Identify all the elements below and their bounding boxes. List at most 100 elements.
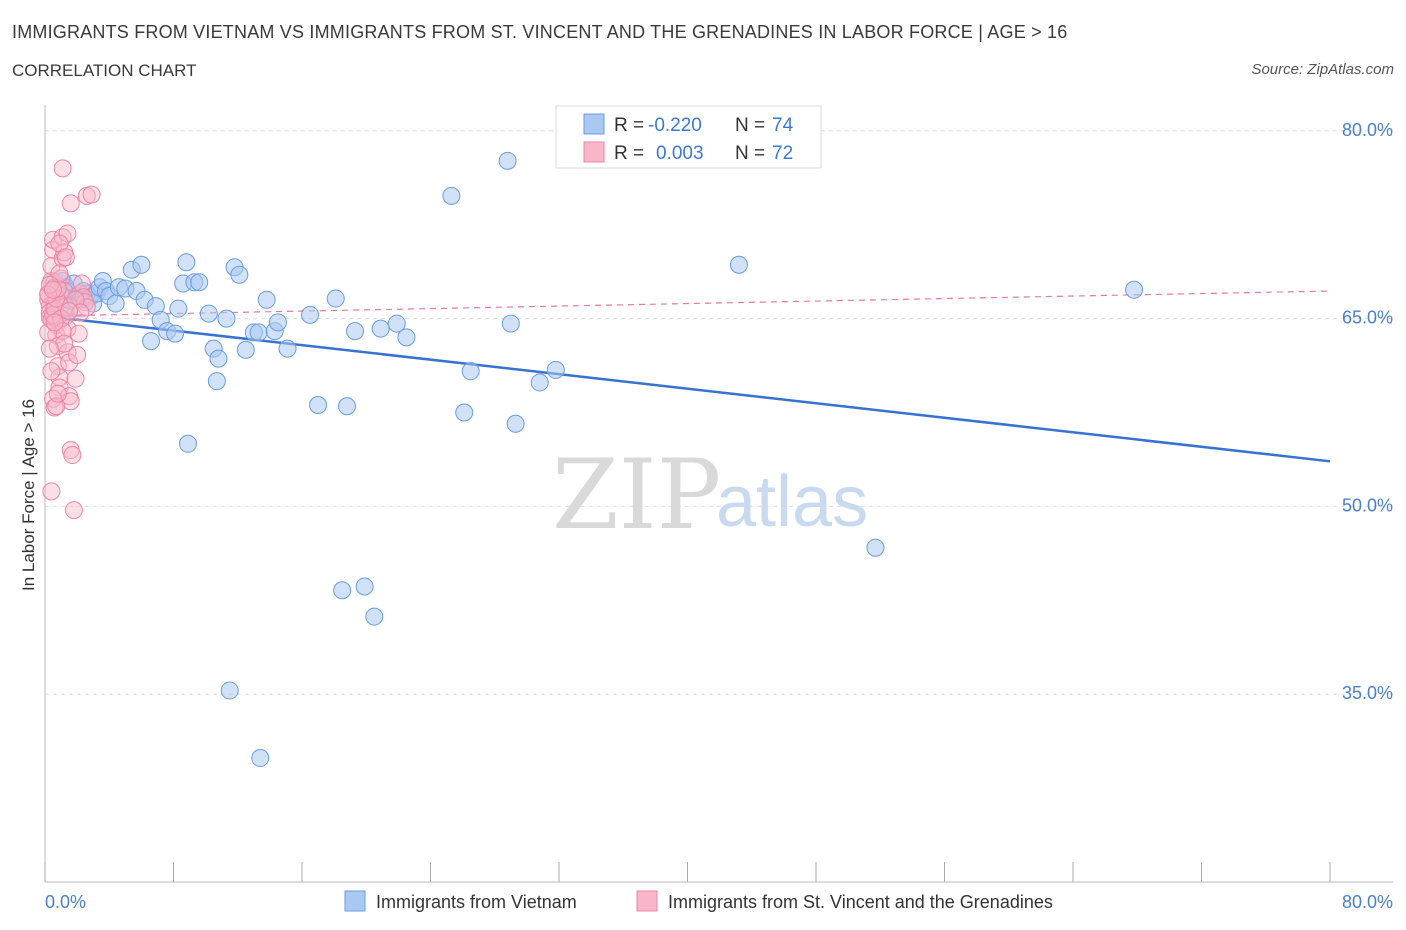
point-vietnam-45 — [249, 323, 268, 342]
point-st-vincent-68 — [40, 275, 59, 294]
point-vietnam-46 — [257, 290, 276, 309]
series-legend: Immigrants from Vietnam Immigrants from … — [344, 890, 1053, 912]
point-vietnam-49 — [278, 339, 297, 358]
legend-r-value-vietnam: -0.220 — [648, 115, 702, 136]
bottom-legend-swatch-vietnam — [344, 890, 366, 912]
point-vietnam-62 — [501, 314, 520, 333]
point-vietnam-42 — [230, 265, 249, 284]
point-vietnam-73 — [365, 607, 384, 626]
y-tick-label-3: 80.0% — [1342, 120, 1393, 140]
bottom-legend-label-vietnam: Immigrants from Vietnam — [376, 892, 577, 912]
source-credit: Source: ZipAtlas.com — [1251, 61, 1394, 78]
point-vietnam-34 — [177, 253, 196, 272]
point-st-vincent-33 — [68, 345, 87, 364]
point-st-vincent-51 — [40, 339, 59, 358]
point-vietnam-64 — [530, 373, 549, 392]
legend-swatch-st-vincent — [583, 141, 605, 163]
y-tick-label-0: 35.0% — [1342, 683, 1393, 703]
point-st-vincent-71 — [60, 302, 79, 321]
point-st-vincent-70 — [45, 313, 64, 332]
point-vietnam-67 — [866, 538, 885, 557]
legend-n-value-vietnam: 74 — [772, 115, 794, 136]
point-vietnam-53 — [337, 397, 356, 416]
watermark-zip: ZIP — [552, 439, 721, 551]
point-vietnam-36 — [190, 273, 209, 292]
point-vietnam-68 — [1125, 280, 1144, 299]
point-vietnam-25 — [132, 255, 151, 274]
point-st-vincent-30 — [63, 446, 82, 465]
point-vietnam-40 — [217, 309, 236, 328]
legend-n-label-vietnam: N = — [735, 115, 765, 136]
point-vietnam-60 — [461, 362, 480, 381]
point-st-vincent-52 — [42, 362, 61, 381]
correlation-legend: R = -0.220 N = 74 R = 0.003 N = 72 — [555, 105, 822, 169]
point-vietnam-52 — [326, 289, 345, 308]
point-vietnam-69 — [178, 434, 197, 453]
axes — [44, 105, 1393, 883]
chart-title: IMMIGRANTS FROM VIETNAM VS IMMIGRANTS FR… — [12, 22, 1068, 42]
point-st-vincent-50 — [39, 323, 58, 342]
point-st-vincent-61 — [82, 185, 101, 204]
point-st-vincent-34 — [69, 324, 88, 343]
point-vietnam-43 — [236, 340, 255, 359]
legend-r-value-st-vincent: 0.003 — [656, 143, 704, 164]
series-vietnam-points — [45, 151, 1144, 768]
x-tick-label-min: 0.0% — [45, 892, 86, 912]
legend-n-label-st-vincent: N = — [735, 143, 765, 164]
point-vietnam-74 — [220, 681, 239, 700]
series-st-vincent-points — [39, 159, 101, 520]
point-st-vincent-58 — [53, 159, 72, 178]
watermark-atlas: atlas — [716, 462, 868, 542]
point-st-vincent-56 — [48, 384, 67, 403]
point-vietnam-63 — [506, 414, 525, 433]
point-st-vincent-64 — [56, 248, 75, 267]
x-tick-labels: 0.0% 80.0% — [45, 892, 1393, 912]
point-vietnam-57 — [397, 328, 416, 347]
chart-subtitle: CORRELATION CHART — [12, 61, 197, 80]
point-st-vincent-36 — [72, 274, 91, 293]
legend-r-label-st-vincent: R = — [614, 143, 644, 164]
point-vietnam-75 — [251, 749, 270, 768]
point-st-vincent-32 — [66, 369, 85, 388]
point-vietnam-39 — [209, 349, 228, 368]
point-vietnam-27 — [142, 332, 161, 351]
point-vietnam-72 — [355, 577, 374, 596]
legend-r-label-vietnam: R = — [614, 115, 644, 136]
point-vietnam-71 — [333, 581, 352, 600]
point-vietnam-55 — [371, 319, 390, 338]
point-vietnam-32 — [169, 299, 188, 318]
point-st-vincent-59 — [61, 194, 80, 213]
watermark: ZIP atlas — [552, 439, 868, 551]
x-tick-label-max: 80.0% — [1342, 892, 1393, 912]
point-vietnam-59 — [455, 403, 474, 422]
point-st-vincent-69 — [44, 280, 63, 299]
point-vietnam-20 — [106, 294, 125, 313]
point-vietnam-66 — [729, 255, 748, 274]
y-tick-label-2: 65.0% — [1342, 308, 1393, 328]
bottom-legend-label-st-vincent: Immigrants from St. Vincent and the Gren… — [668, 892, 1053, 912]
point-st-vincent-57 — [42, 482, 61, 501]
point-vietnam-61 — [498, 151, 517, 170]
point-vietnam-70 — [207, 372, 226, 391]
legend-n-value-st-vincent: 72 — [772, 143, 793, 164]
point-st-vincent-31 — [64, 501, 83, 520]
y-axis-label: In Labor Force | Age > 16 — [19, 399, 38, 591]
trend-lines — [44, 290, 1331, 463]
trend-line-st-vincent — [44, 290, 1331, 317]
point-vietnam-65 — [546, 360, 565, 379]
point-vietnam-54 — [346, 322, 365, 341]
point-vietnam-51 — [309, 395, 328, 414]
bottom-legend-swatch-st-vincent — [636, 890, 658, 912]
point-vietnam-56 — [387, 314, 406, 333]
grid-lines — [45, 130, 1393, 695]
point-vietnam-48 — [268, 313, 287, 332]
point-vietnam-58 — [442, 186, 461, 205]
point-vietnam-37 — [199, 304, 218, 323]
legend-swatch-vietnam — [583, 113, 605, 135]
y-tick-label-1: 50.0% — [1342, 495, 1393, 515]
point-vietnam-31 — [166, 324, 185, 343]
y-tick-labels: 35.0% 50.0% 65.0% 80.0% — [1342, 120, 1393, 703]
point-st-vincent-49 — [55, 334, 74, 353]
point-vietnam-50 — [301, 305, 320, 324]
